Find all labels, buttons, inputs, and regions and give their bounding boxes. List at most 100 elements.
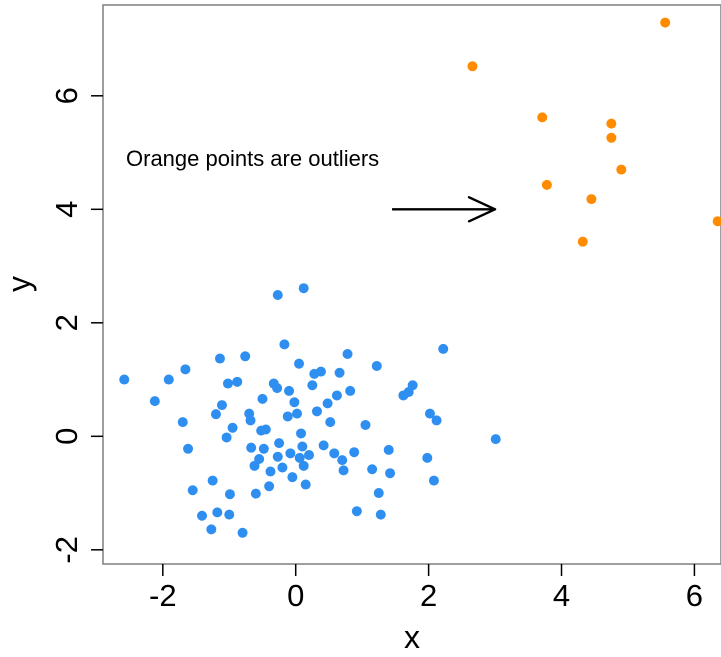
data-point xyxy=(265,466,276,477)
data-point xyxy=(240,351,251,362)
y-tick-label: 0 xyxy=(49,428,84,445)
data-point xyxy=(272,451,283,462)
data-point xyxy=(250,488,261,499)
data-point xyxy=(375,509,386,520)
outlier-point xyxy=(586,194,597,205)
data-point xyxy=(207,475,218,486)
x-axis: -2 0 2 4 6 xyxy=(149,564,703,613)
data-point xyxy=(311,406,322,417)
data-point xyxy=(322,398,333,409)
data-point xyxy=(298,283,309,294)
data-point xyxy=(297,441,308,452)
data-point xyxy=(385,468,396,479)
data-point xyxy=(407,380,418,391)
data-point xyxy=(212,507,223,518)
data-point xyxy=(325,417,336,428)
data-point xyxy=(351,506,362,517)
data-point xyxy=(206,524,217,535)
data-point xyxy=(245,415,256,426)
outlier-point xyxy=(577,236,588,247)
annotation: Orange points are outliers xyxy=(126,146,497,223)
x-tick-label: 6 xyxy=(686,578,703,613)
data-point xyxy=(216,400,227,411)
x-tick-label: 0 xyxy=(287,578,304,613)
data-point xyxy=(490,434,501,445)
data-point xyxy=(294,452,305,463)
data-point xyxy=(187,485,198,496)
data-point xyxy=(284,385,295,396)
data-point xyxy=(224,509,235,520)
outlier-point xyxy=(660,17,671,28)
data-point xyxy=(345,385,356,396)
data-point xyxy=(227,422,238,433)
data-point xyxy=(279,339,290,350)
data-point xyxy=(304,450,314,461)
plot-area xyxy=(102,4,721,565)
data-point xyxy=(383,444,394,455)
data-point xyxy=(371,360,382,371)
outlier-point xyxy=(467,61,478,72)
data-point xyxy=(331,390,342,401)
data-point xyxy=(246,442,257,453)
outlier-point xyxy=(606,118,617,129)
data-point xyxy=(342,349,353,360)
x-tick-label: 4 xyxy=(553,578,570,613)
data-point xyxy=(289,397,300,408)
x-axis-title: x xyxy=(404,619,420,655)
outlier-point xyxy=(712,216,721,227)
outlier-point xyxy=(606,132,617,143)
data-point xyxy=(282,411,293,422)
plot-frame xyxy=(102,4,721,565)
data-point xyxy=(373,488,384,499)
data-point xyxy=(272,383,283,394)
data-point xyxy=(237,527,248,538)
data-point xyxy=(318,440,329,451)
x-tick-label: -2 xyxy=(149,578,177,613)
data-point xyxy=(307,380,318,391)
data-point xyxy=(349,447,360,458)
data-point xyxy=(221,432,232,443)
y-axis-title: y xyxy=(1,276,37,292)
data-point xyxy=(367,464,378,475)
data-point xyxy=(258,443,269,454)
data-point xyxy=(337,455,348,466)
data-point xyxy=(438,343,449,354)
data-point xyxy=(431,415,442,426)
y-tick-label: 6 xyxy=(49,87,84,104)
data-point xyxy=(422,452,433,463)
data-point xyxy=(197,510,208,521)
data-point xyxy=(163,374,174,385)
data-point xyxy=(287,472,298,483)
y-tick-label: -2 xyxy=(49,536,84,564)
data-point xyxy=(210,409,221,420)
data-point xyxy=(296,428,307,439)
annotation-text: Orange points are outliers xyxy=(126,146,379,171)
data-point xyxy=(149,396,160,407)
data-point xyxy=(177,417,188,428)
data-point xyxy=(180,364,191,375)
data-point xyxy=(222,378,233,389)
data-point xyxy=(232,376,243,387)
data-point xyxy=(360,419,371,430)
outlier-point xyxy=(541,179,552,190)
data-point xyxy=(264,481,275,492)
outlier-point xyxy=(616,164,627,175)
data-point xyxy=(257,393,268,404)
data-point xyxy=(294,358,305,369)
data-point xyxy=(329,448,340,459)
data-point xyxy=(424,408,435,419)
points-group xyxy=(119,17,721,538)
data-point xyxy=(274,438,285,449)
data-point xyxy=(254,454,265,465)
data-point xyxy=(298,460,309,471)
data-point xyxy=(277,462,288,473)
data-point xyxy=(285,448,296,459)
data-point xyxy=(292,408,303,419)
data-point xyxy=(315,366,326,377)
data-point xyxy=(428,475,439,486)
data-point xyxy=(334,367,345,378)
data-point xyxy=(224,489,235,500)
data-point xyxy=(300,479,311,490)
y-tick-label: 2 xyxy=(49,314,84,331)
data-point xyxy=(338,465,349,476)
